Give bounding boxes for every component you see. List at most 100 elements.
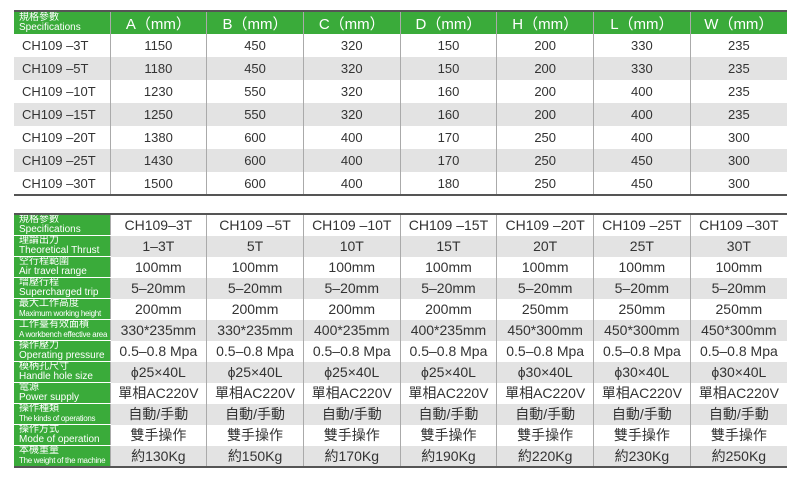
cell: 25T [593, 235, 691, 257]
cell: 600 [206, 172, 304, 195]
spec-label: 最大工作高度 Maximum working height [14, 298, 110, 320]
cell: CH109–3T [109, 214, 207, 236]
table-row: CH109 –5T 1180 450 320 150 200 330 235 [14, 57, 787, 80]
cell: 400*235mm [399, 319, 497, 341]
cell: 300 [689, 149, 787, 172]
cell: 單相AC220V [399, 382, 497, 404]
cell: 400 [302, 172, 401, 195]
table-row: 電源 Power supply 單相AC220V 單相AC220V 單相AC220V 單相… [14, 382, 787, 404]
cell: 200 [496, 103, 594, 126]
cell: 自動/手動 [689, 403, 787, 425]
cell: 235 [689, 103, 787, 126]
table-row: 本機重量 The weight of the machine 約130Kg 約150K… [14, 445, 787, 468]
spec-label: 增壓行程 Supercharged trip [14, 277, 110, 299]
dimensions-header-row: 規格參數 Specifications A（mm） B（mm） C（mm） D（mm） H… [14, 11, 787, 34]
table-row: CH109 –10T 1230 550 320 160 200 400 235 [14, 80, 787, 103]
cell: 0.5–0.8 Mpa [109, 340, 207, 362]
cell: 約250Kg [689, 445, 787, 467]
cell: 160 [399, 103, 497, 126]
cell: 單相AC220V [302, 382, 401, 404]
cell: 400 [302, 149, 401, 172]
cell: 0.5–0.8 Mpa [496, 340, 594, 362]
cell: 約190Kg [399, 445, 497, 467]
label-en: Specifications [19, 224, 81, 235]
cell: 0.5–0.8 Mpa [206, 340, 304, 362]
cell: 1–3T [109, 235, 207, 257]
cell: 0.5–0.8 Mpa [302, 340, 401, 362]
cell: 400 [302, 126, 401, 149]
cell: 5–20mm [302, 277, 401, 299]
label-en: Handle hole size [19, 371, 93, 382]
label-en: Air travel range [19, 266, 87, 277]
cell: 170 [399, 149, 497, 172]
cell: 5–20mm [689, 277, 787, 299]
cell: CH109 –30T [689, 214, 787, 236]
model-cell: CH109 –25T [14, 149, 110, 172]
label-cn: 最大工作高度 [19, 298, 79, 309]
cell: ϕ25×40L [399, 361, 497, 383]
cell: 1230 [109, 80, 207, 103]
cell: 0.5–0.8 Mpa [689, 340, 787, 362]
label-en: Maximum working height [19, 309, 101, 318]
spec-label: 工作臺有效面積 A workbench effective area [14, 319, 110, 341]
model-cell: CH109 –10T [22, 84, 96, 99]
table-row: 理論出力 Theoretical Thrust 1–3T 5T 10T 15T 20T 25T… [14, 235, 787, 257]
table-row: CH109 –20T 1380 600 400 170 250 400 300 [14, 126, 787, 149]
table-row: 工作臺有效面積 A workbench effective area 330*235… [14, 319, 787, 341]
cell: 450*300mm [593, 319, 691, 341]
label-en: Supercharged trip [19, 287, 99, 298]
cell: 單相AC220V [496, 382, 594, 404]
cell: 5–20mm [593, 277, 691, 299]
cell: ϕ30×40L [593, 361, 691, 383]
label-en: A workbench effective area [19, 330, 108, 339]
column-header: C（mm） [302, 11, 401, 34]
cell: 自動/手動 [399, 403, 497, 425]
cell: 雙手操作 [109, 424, 207, 446]
spec-label: 本機重量 The weight of the machine [14, 445, 110, 468]
label-cn: 操作種類 [19, 403, 59, 414]
table-row: CH109 –25T 1430 600 400 170 250 450 300 [14, 149, 787, 172]
column-header: L（mm） [593, 11, 691, 34]
cell: 180 [399, 172, 497, 195]
cell: 約230Kg [593, 445, 691, 467]
cell: 1380 [109, 126, 207, 149]
label-cn: 理論出力 [19, 235, 59, 246]
cell: 100mm [302, 256, 401, 278]
cell: 自動/手動 [496, 403, 594, 425]
cell: 450 [206, 57, 304, 80]
cell: 5–20mm [206, 277, 304, 299]
cell: 400*235mm [302, 319, 401, 341]
model-cell: CH109 –5T [14, 57, 110, 80]
cell: 1250 [109, 103, 207, 126]
cell: 約130Kg [109, 445, 207, 467]
cell: 330*235mm [109, 319, 207, 341]
cell: CH109 –25T [593, 214, 691, 236]
spec-label: 規格參數 Specifications [14, 214, 110, 236]
spec-label: 規格參數 Specifications [14, 11, 110, 34]
cell: 100mm [109, 256, 207, 278]
label-cn: 工作臺有效面積 [19, 319, 89, 330]
table-row: 空行程範圍 Air travel range 100mm 100mm 100mm 100m… [14, 256, 787, 278]
label-en: Theoretical Thrust [19, 245, 100, 256]
cell: 雙手操作 [302, 424, 401, 446]
cell: 330*235mm [206, 319, 304, 341]
cell: 235 [689, 80, 787, 103]
table-row: 規格參數 Specifications CH109–3T CH109 –5T CH109… [14, 214, 787, 236]
cell: 雙手操作 [399, 424, 497, 446]
cell: 450 [593, 149, 691, 172]
cell: 30T [689, 235, 787, 257]
cell: 320 [302, 57, 401, 80]
label-en: Power supply [19, 392, 80, 403]
model-cell: CH109 –15T [14, 103, 110, 126]
table-row: 模柄孔尺寸 Handle hole size ϕ25×40L ϕ25×40L ϕ25×4… [14, 361, 787, 383]
label-cn: 操作壓力 [19, 340, 59, 351]
cell: 5–20mm [109, 277, 207, 299]
cell: 160 [399, 80, 497, 103]
cell: 550 [206, 103, 304, 126]
cell: CH109 –15T [399, 214, 497, 236]
cell: 250mm [593, 298, 691, 320]
cell: ϕ30×40L [689, 361, 787, 383]
label-cn: 增壓行程 [19, 277, 59, 288]
table-row: 增壓行程 Supercharged trip 5–20mm 5–20mm 5–20mm 5… [14, 277, 787, 299]
cell: 235 [689, 57, 787, 80]
